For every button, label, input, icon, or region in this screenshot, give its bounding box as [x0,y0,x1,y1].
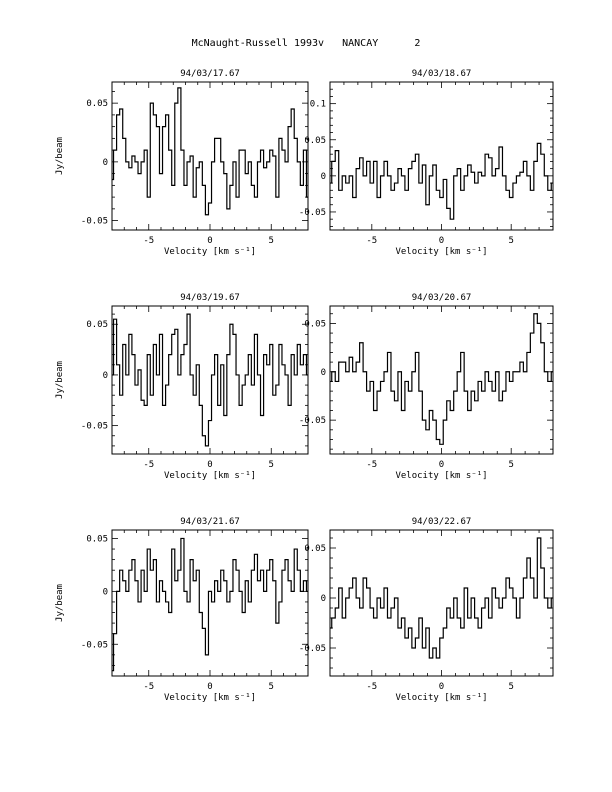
panel-title: 94/03/20.67 [412,293,472,303]
x-axis-label: Velocity [km s⁻¹] [164,693,256,703]
y-tick-label: 0.1 [310,100,326,110]
x-axis-label: Velocity [km s⁻¹] [395,471,487,481]
panel-title: 94/03/17.67 [180,69,240,79]
axes-frame [329,305,554,455]
y-tick-label: 0 [321,368,326,378]
spectrum-panel-2: -5 0 5 -0.05 0 0.05 0.1 94/03/18.67 Velocity [km… [299,69,554,257]
x-axis-label: Velocity [km s⁻¹] [164,471,256,481]
y-tick-label: -0.05 [81,422,108,432]
y-tick-label: 0.05 [86,534,108,544]
x-tick-label: 5 [269,236,274,246]
y-tick-label: 0.05 [304,544,326,554]
panel-title: 94/03/18.67 [412,69,472,79]
y-tick-label: 0.05 [304,136,326,146]
spectrum-panel-3: -5 0 5 -0.05 0 0.05 94/03/19.67 Velocity [km s⁻… [55,293,309,481]
x-tick-label: 0 [439,460,444,470]
panel-title: 94/03/21.67 [180,517,240,527]
x-tick-label: 0 [439,682,444,692]
y-tick-label: 0 [103,587,108,597]
x-tick-label: -5 [366,682,377,692]
spectrum-panel-6: -5 0 5 -0.05 0 0.05 94/03/22.67 Velocity [km s⁻… [299,517,554,703]
x-tick-label: -5 [143,460,154,470]
y-axis-label: Jy/beam [55,137,65,175]
x-tick-label: -5 [366,236,377,246]
x-axis-label: Velocity [km s⁻¹] [395,693,487,703]
spectrum-panel-1: -5 0 5 -0.05 0 0.05 94/03/17.67 Velocity [km s⁻… [55,69,309,257]
axes-frame [329,81,554,231]
spectrum-line [112,87,308,216]
x-tick-label: 5 [508,460,513,470]
x-tick-label: 0 [207,236,212,246]
y-tick-label: 0 [103,371,108,381]
y-axis-label: Jy/beam [55,584,65,622]
spectrum-line [330,313,553,445]
panel-title: 94/03/19.67 [180,293,240,303]
x-tick-label: 5 [269,682,274,692]
y-tick-label: 0.05 [86,99,108,109]
y-tick-label: 0 [321,594,326,604]
y-tick-label: 0.05 [86,320,108,330]
x-axis-label: Velocity [km s⁻¹] [164,247,256,257]
x-tick-label: 0 [207,460,212,470]
spectrum-line [330,537,553,659]
spectrum-line [112,313,308,447]
y-tick-label: -0.05 [299,416,326,426]
page-title: McNaught-Russell 1993v NANCAY 2 [191,38,421,49]
x-tick-label: 5 [508,236,513,246]
x-tick-label: -5 [143,682,154,692]
spectrum-line [330,142,553,220]
spectrum-line [112,537,308,672]
y-tick-label: 0 [321,172,326,182]
x-tick-label: -5 [143,236,154,246]
y-tick-label: -0.05 [81,217,108,227]
x-tick-label: 0 [439,236,444,246]
y-tick-label: 0.05 [304,319,326,329]
spectrum-panel-4: -5 0 5 -0.05 0 0.05 94/03/20.67 Velocity [km s⁻… [299,293,554,481]
y-tick-label: -0.05 [299,644,326,654]
x-tick-label: 5 [508,682,513,692]
x-axis-label: Velocity [km s⁻¹] [395,247,487,257]
y-tick-label: -0.05 [299,208,326,218]
y-axis-label: Jy/beam [55,361,65,399]
x-tick-label: 0 [207,682,212,692]
x-tick-label: 5 [269,460,274,470]
y-tick-label: -0.05 [81,640,108,650]
spectrum-panel-5: -5 0 5 -0.05 0 0.05 94/03/21.67 Velocity [km s⁻… [55,517,309,703]
y-tick-label: 0 [103,158,108,168]
panel-title: 94/03/22.67 [412,517,472,527]
x-tick-label: -5 [366,460,377,470]
